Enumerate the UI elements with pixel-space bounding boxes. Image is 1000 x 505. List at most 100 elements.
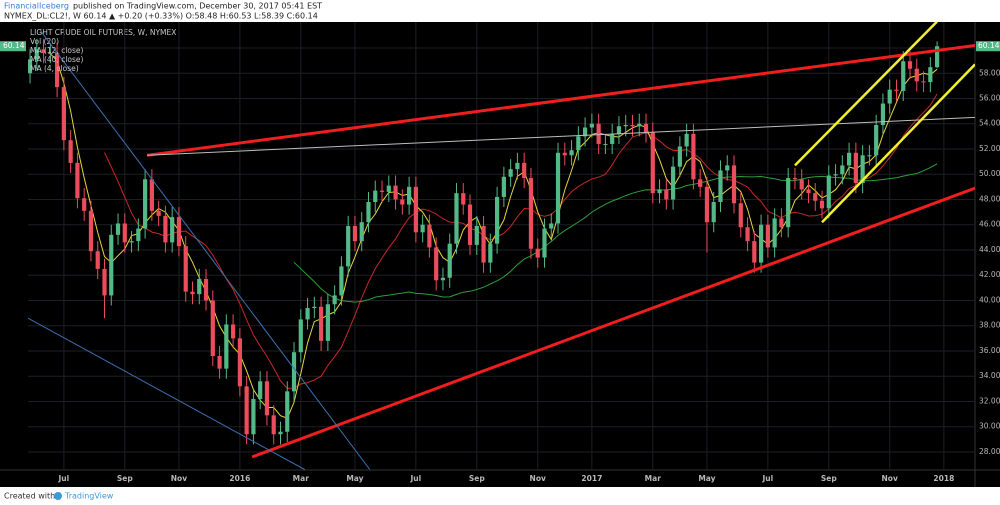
candle-body (867, 155, 872, 157)
candle-body (583, 127, 588, 137)
candle-body (55, 53, 60, 88)
candle-body (163, 215, 168, 243)
candle-body (758, 224, 764, 263)
candle-body (68, 140, 73, 163)
indicator-label: Vol (20) (30, 37, 59, 46)
candle-body (623, 125, 628, 127)
candle-body (765, 224, 770, 248)
candle-body (738, 203, 743, 228)
candle-body (454, 193, 459, 244)
candle-body (772, 218, 777, 248)
x-tick-label: Jul (762, 474, 774, 483)
candle-body (603, 143, 608, 145)
ma-legend: MA (12, close) (30, 46, 84, 55)
published-info: published on TradingView.com, December 3… (73, 2, 322, 11)
candle-body (122, 223, 127, 243)
last-price-box-left (0, 41, 26, 52)
candle-body (224, 324, 229, 369)
candle-body (278, 431, 283, 435)
candle-body (244, 386, 249, 435)
candle-body (440, 277, 446, 281)
candle-body (637, 123, 642, 127)
y-tick-label: 40.00 (979, 295, 1000, 304)
candle-body (914, 68, 919, 82)
candle-body (711, 202, 716, 223)
candle-body (41, 49, 46, 54)
candle-body (339, 266, 344, 296)
trend-line (39, 30, 371, 470)
candle-body (698, 179, 703, 187)
candle-body (231, 324, 236, 339)
candle-body (359, 222, 364, 242)
candle-body (799, 179, 804, 190)
candle-body (792, 178, 798, 180)
y-tick-label: 52.00 (979, 144, 1000, 153)
candle-body (407, 186, 412, 205)
x-tick-label: Jul (58, 474, 70, 483)
y-tick-label: 56.00 (979, 93, 1000, 102)
y-tick-label: 36.00 (979, 346, 1000, 355)
candle-body (474, 225, 479, 245)
candle-body (833, 174, 838, 176)
trend-line (821, 63, 975, 224)
x-tick-label: Jul (410, 474, 422, 483)
candle-body (447, 243, 452, 278)
candle-body (934, 46, 940, 68)
candle-body (203, 279, 209, 301)
last-price-label: 60.14 (978, 41, 1000, 50)
candle-body (528, 178, 534, 249)
candle-body (156, 210, 161, 216)
candle-body (190, 291, 195, 295)
trend-line (794, 22, 938, 167)
candle-body (136, 228, 141, 242)
candle-body (291, 352, 297, 392)
x-tick-label: Nov (530, 474, 546, 483)
candle-body (102, 268, 107, 296)
candle-body (251, 398, 256, 435)
candle-body (319, 306, 324, 341)
candle-body (264, 381, 270, 416)
candle-body (874, 125, 879, 156)
candle-body (806, 189, 811, 194)
candle-body (197, 279, 202, 295)
candle-body (393, 185, 398, 200)
candle-body (176, 217, 182, 247)
chart-title: LIGHT CRUDE OIL FUTURES, W, NYMEX (30, 28, 176, 37)
candle-body (786, 178, 791, 228)
candle-body (779, 218, 784, 228)
candle-body (149, 179, 154, 211)
publisher[interactable]: FinancialIceberg (4, 2, 69, 11)
candle-body (95, 251, 100, 269)
candle-body (88, 210, 94, 252)
x-tick-label: Nov (882, 474, 898, 483)
candle-body (650, 132, 655, 194)
candle-body (569, 150, 574, 156)
last-price-box (976, 41, 1000, 52)
candle-body (237, 338, 242, 387)
y-tick-label: 28.00 (979, 447, 1000, 456)
candle-body (28, 59, 33, 74)
candle-body (731, 165, 737, 204)
candle-body (332, 295, 337, 305)
candle-body (860, 155, 865, 184)
candle-body (325, 304, 330, 341)
ma-legend: MA (40, close) (30, 55, 84, 64)
candle-body (488, 243, 493, 263)
candle-body (535, 248, 540, 258)
candle-body (657, 189, 662, 194)
candle-body (610, 133, 615, 144)
candle-body (894, 89, 899, 91)
y-tick-label: 54.00 (979, 119, 1000, 128)
trend-line (251, 186, 975, 459)
candle-body (48, 53, 53, 55)
y-tick-label: 58.00 (979, 68, 1000, 77)
brand-logo (54, 492, 62, 500)
candle-body (522, 162, 527, 179)
x-tick-label: Sep (469, 474, 485, 483)
candle-body (555, 152, 561, 224)
footer-created: Created with (4, 492, 55, 501)
y-tick-label: 46.00 (979, 220, 1000, 229)
footer-brand[interactable]: TradingView (64, 492, 114, 501)
